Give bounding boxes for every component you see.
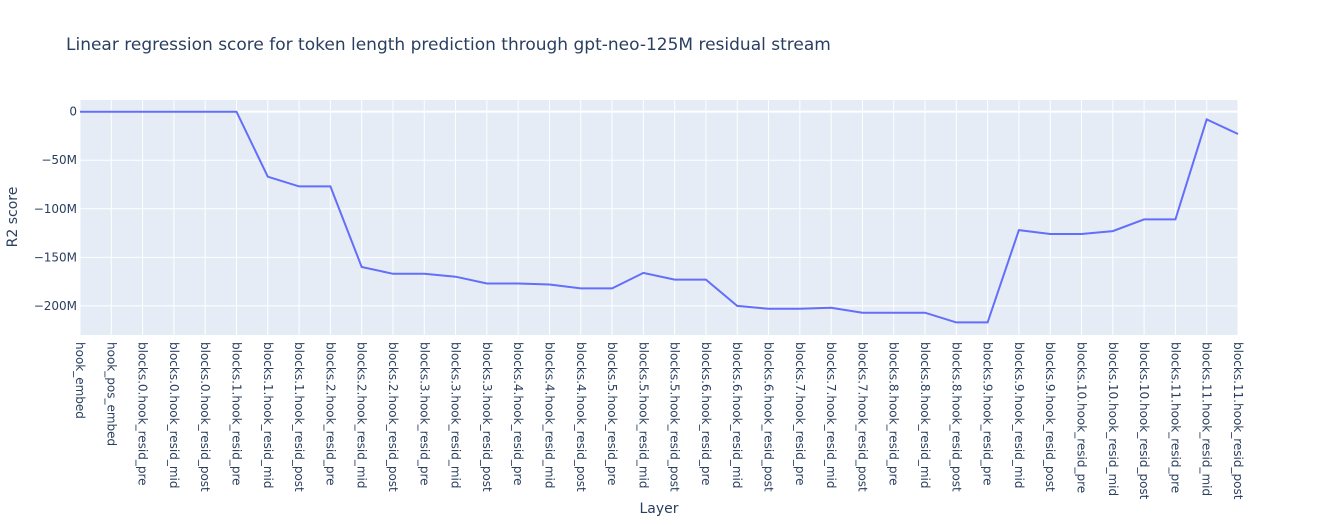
x-tick-label: blocks.0.hook_resid_pre	[136, 342, 150, 486]
x-tick-label: hook_embed	[73, 342, 87, 419]
x-axis-ticks: hook_embed hook_pos_embed blocks.0.hook_re…	[73, 342, 1245, 500]
y-tick-label: −150M	[34, 250, 77, 264]
y-tick-label: −200M	[34, 299, 77, 313]
x-tick-label: blocks.2.hook_resid_pre	[323, 342, 337, 486]
x-tick-label: blocks.3.hook_resid_pre	[417, 342, 431, 486]
chart-title: Linear regression score for token length…	[66, 35, 831, 55]
x-tick-label: blocks.0.hook_resid_post	[198, 342, 212, 492]
x-tick-label: blocks.7.hook_resid_pre	[793, 342, 807, 486]
x-tick-label: blocks.5.hook_resid_mid	[636, 342, 650, 489]
x-tick-label: blocks.8.hook_resid_mid	[918, 342, 932, 489]
x-tick-label: blocks.5.hook_resid_post	[668, 342, 682, 492]
x-tick-label: blocks.9.hook_resid_mid	[1012, 342, 1026, 489]
x-tick-label: blocks.11.hook_resid_pre	[1168, 342, 1182, 493]
plot-area	[80, 100, 1238, 335]
x-tick-label: blocks.5.hook_resid_pre	[605, 342, 619, 486]
x-tick-label: blocks.4.hook_resid_pre	[511, 342, 525, 486]
x-tick-label: blocks.2.hook_resid_mid	[355, 342, 369, 489]
x-tick-label: blocks.10.hook_resid_post	[1137, 342, 1151, 500]
series-line	[80, 110, 1239, 324]
x-tick-label: blocks.3.hook_resid_mid	[449, 342, 463, 489]
y-tick-label: 0	[69, 105, 77, 119]
x-tick-label: blocks.6.hook_resid_post	[762, 342, 776, 492]
x-tick-label: blocks.4.hook_resid_mid	[542, 342, 556, 489]
x-tick-label: blocks.2.hook_resid_post	[386, 342, 400, 492]
x-tick-label: blocks.1.hook_resid_mid	[261, 342, 275, 489]
x-tick-label: blocks.11.hook_resid_post	[1231, 342, 1245, 500]
x-tick-label: blocks.0.hook_resid_mid	[167, 342, 181, 489]
x-tick-label: blocks.7.hook_resid_post	[855, 342, 869, 492]
x-tick-label: blocks.9.hook_resid_pre	[981, 342, 995, 486]
x-tick-label: blocks.10.hook_resid_pre	[1075, 342, 1089, 493]
y-tick-label: −100M	[34, 202, 77, 216]
x-tick-label: blocks.1.hook_resid_post	[292, 342, 306, 492]
x-tick-label: blocks.7.hook_resid_mid	[824, 342, 838, 489]
x-tick-label: blocks.4.hook_resid_post	[574, 342, 588, 492]
x-tick-label: blocks.1.hook_resid_pre	[229, 342, 243, 486]
x-tick-label: blocks.3.hook_resid_post	[480, 342, 494, 492]
y-axis-ticks: 0 −50M −100M −150M −200M	[34, 105, 77, 313]
x-axis-title: Layer	[639, 501, 678, 517]
grid-lines	[79, 100, 1239, 335]
y-tick-label: −50M	[41, 153, 77, 167]
x-tick-label: blocks.8.hook_resid_pre	[887, 342, 901, 486]
x-tick-label: blocks.9.hook_resid_post	[1043, 342, 1057, 492]
x-tick-label: blocks.8.hook_resid_post	[949, 342, 963, 492]
y-axis-title: R2 score	[5, 187, 21, 248]
x-tick-label: hook_pos_embed	[104, 342, 118, 446]
x-tick-label: blocks.6.hook_resid_pre	[699, 342, 713, 486]
x-tick-label: blocks.10.hook_resid_mid	[1106, 342, 1120, 496]
x-tick-label: blocks.6.hook_resid_mid	[730, 342, 744, 489]
x-tick-label: blocks.11.hook_resid_mid	[1200, 342, 1214, 496]
